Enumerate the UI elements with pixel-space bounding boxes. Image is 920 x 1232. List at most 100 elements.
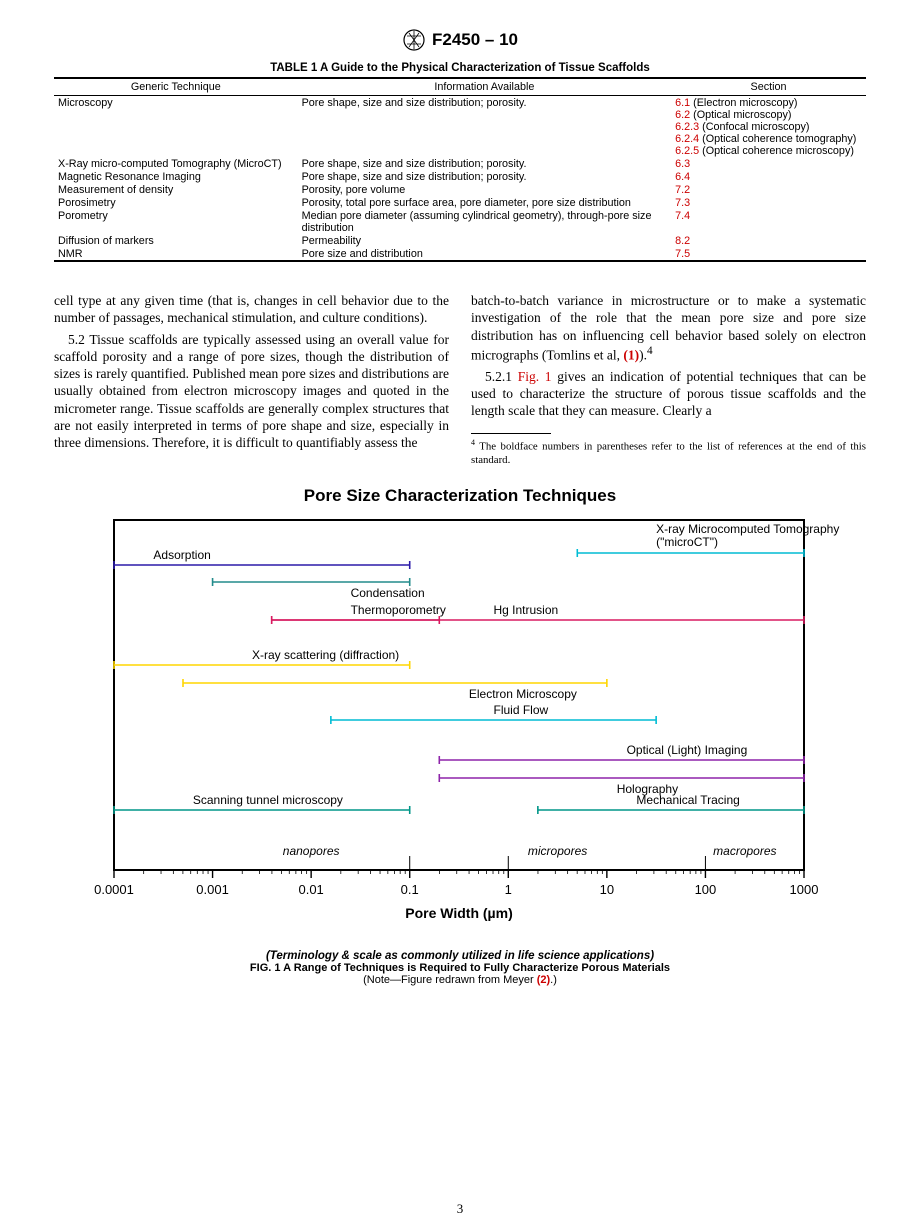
section-link[interactable]: 8.2 (675, 235, 690, 247)
astm-logo-icon (402, 28, 426, 52)
svg-text:Pore Width (µm): Pore Width (µm) (405, 905, 513, 921)
p2a: 5.2.1 (485, 369, 518, 384)
svg-text:1: 1 (505, 882, 512, 897)
section-link[interactable]: 7.3 (675, 197, 690, 209)
body-columns: cell type at any given time (that is, ch… (54, 292, 866, 472)
cell-section: 7.2 (671, 183, 866, 196)
cell-info: Porosity, total pore surface area, pore … (298, 196, 672, 209)
svg-text:0.01: 0.01 (298, 882, 323, 897)
svg-text:Electron Microscopy: Electron Microscopy (469, 687, 577, 701)
svg-text:100: 100 (695, 882, 717, 897)
cell-technique: Microscopy (54, 96, 298, 158)
table1: Generic Technique Information Available … (54, 77, 866, 262)
caption-sub: (Terminology & scale as commonly utilize… (54, 950, 866, 962)
para-5-1-cont: cell type at any given time (that is, ch… (54, 292, 449, 327)
section-link[interactable]: 7.4 (675, 210, 690, 222)
cell-section: 6.1 (Electron microscopy)6.2 (Optical mi… (671, 96, 866, 158)
cell-info: Pore shape, size and size distribution; … (298, 96, 672, 158)
cell-technique: Porometry (54, 209, 298, 234)
section-link[interactable]: 6.2.3 (675, 121, 699, 133)
svg-text:Optical (Light) Imaging: Optical (Light) Imaging (627, 743, 748, 757)
cell-info: Porosity, pore volume (298, 183, 672, 196)
section-link[interactable]: 6.2.5 (675, 145, 699, 157)
caption-main: FIG. 1 A Range of Techniques is Required… (54, 962, 866, 974)
p1a: batch-to-batch variance in microstructur… (471, 293, 866, 362)
svg-text:X-ray Microcomputed Tomography: X-ray Microcomputed Tomography (656, 522, 839, 536)
para-5-2-1: 5.2.1 Fig. 1 gives an indication of pote… (471, 368, 866, 420)
th-section: Section (671, 78, 866, 96)
th-info: Information Available (298, 78, 672, 96)
ref-1[interactable]: (1) (623, 347, 639, 362)
figure-caption: (Terminology & scale as commonly utilize… (54, 950, 866, 986)
section-link[interactable]: 6.2 (675, 109, 690, 121)
cell-technique: Porosimetry (54, 196, 298, 209)
p1b: ). (639, 347, 647, 362)
svg-text:Thermoporometry: Thermoporometry (351, 603, 446, 617)
section-link[interactable]: 6.2.4 (675, 133, 699, 145)
section-link[interactable]: 7.2 (675, 184, 690, 196)
table-row: NMRPore size and distribution7.5 (54, 247, 866, 261)
cell-info: Pore size and distribution (298, 247, 672, 261)
svg-text:Condensation: Condensation (351, 586, 425, 600)
section-link[interactable]: 6.3 (675, 158, 690, 170)
para-5-2: 5.2 Tissue scaffolds are typically asses… (54, 331, 449, 452)
left-column: cell type at any given time (that is, ch… (54, 292, 449, 472)
figure-1: Pore Size Characterization Techniques 0.… (54, 486, 866, 986)
cell-info: Pore shape, size and size distribution; … (298, 170, 672, 183)
cell-technique: Diffusion of markers (54, 234, 298, 247)
section-link[interactable]: 6.1 (675, 97, 690, 109)
svg-text:Scanning tunnel microscopy: Scanning tunnel microscopy (193, 793, 343, 807)
cell-section: 6.4 (671, 170, 866, 183)
cell-technique: X-Ray micro-computed Tomography (MicroCT… (54, 157, 298, 170)
cell-technique: NMR (54, 247, 298, 261)
caption-note: (Note—Figure redrawn from Meyer (2).) (54, 974, 866, 986)
chart-svg: 0.0001 0.001 0.01 0.1 1 10 100 1000 Pore Width (… (54, 510, 864, 940)
cell-section: 6.3 (671, 157, 866, 170)
svg-text:micropores: micropores (528, 844, 587, 858)
ref-2[interactable]: (2) (537, 974, 550, 986)
ref-fig1[interactable]: Fig. 1 (518, 369, 552, 384)
svg-text:0.001: 0.001 (196, 882, 229, 897)
table1-title: TABLE 1 A Guide to the Physical Characte… (54, 62, 866, 74)
section-link[interactable]: 6.4 (675, 171, 690, 183)
svg-text:macropores: macropores (713, 844, 776, 858)
section-link[interactable]: 7.5 (675, 248, 690, 260)
svg-text:0.1: 0.1 (401, 882, 419, 897)
cell-technique: Measurement of density (54, 183, 298, 196)
footnote-rule (471, 433, 551, 434)
designation: F2450 – 10 (432, 30, 518, 50)
para-5-2-cont: batch-to-batch variance in microstructur… (471, 292, 866, 364)
table-row: X-Ray micro-computed Tomography (MicroCT… (54, 157, 866, 170)
page-number: 3 (0, 1201, 920, 1217)
table-row: Measurement of densityPorosity, pore vol… (54, 183, 866, 196)
svg-text:X-ray scattering (diffraction): X-ray scattering (diffraction) (252, 648, 399, 662)
svg-text:Mechanical Tracing: Mechanical Tracing (636, 793, 739, 807)
sup4: 4 (647, 345, 653, 357)
ftext: The boldface numbers in parentheses refe… (471, 441, 866, 466)
doc-header: F2450 – 10 (54, 28, 866, 52)
svg-text:10: 10 (600, 882, 614, 897)
svg-text:("microCT"): ("microCT") (656, 535, 718, 549)
table-row: MicroscopyPore shape, size and size dist… (54, 96, 866, 158)
cell-section: 7.5 (671, 247, 866, 261)
table-row: Diffusion of markersPermeability8.2 (54, 234, 866, 247)
cell-info: Median pore diameter (assuming cylindric… (298, 209, 672, 234)
table-row: PorosimetryPorosity, total pore surface … (54, 196, 866, 209)
right-column: batch-to-batch variance in microstructur… (471, 292, 866, 472)
svg-text:1000: 1000 (790, 882, 819, 897)
cell-info: Pore shape, size and size distribution; … (298, 157, 672, 170)
svg-text:Hg Intrusion: Hg Intrusion (494, 603, 559, 617)
chart-title: Pore Size Characterization Techniques (54, 486, 866, 506)
cell-info: Permeability (298, 234, 672, 247)
svg-text:nanopores: nanopores (283, 844, 340, 858)
cell-technique: Magnetic Resonance Imaging (54, 170, 298, 183)
svg-text:Adsorption: Adsorption (153, 548, 210, 562)
cell-section: 8.2 (671, 234, 866, 247)
th-technique: Generic Technique (54, 78, 298, 96)
svg-text:Fluid Flow: Fluid Flow (494, 703, 549, 717)
cell-section: 7.4 (671, 209, 866, 234)
footnote-4: 4 The boldface numbers in parentheses re… (471, 438, 866, 468)
table-row: Magnetic Resonance ImagingPore shape, si… (54, 170, 866, 183)
table-row: PorometryMedian pore diameter (assuming … (54, 209, 866, 234)
svg-text:0.0001: 0.0001 (94, 882, 134, 897)
